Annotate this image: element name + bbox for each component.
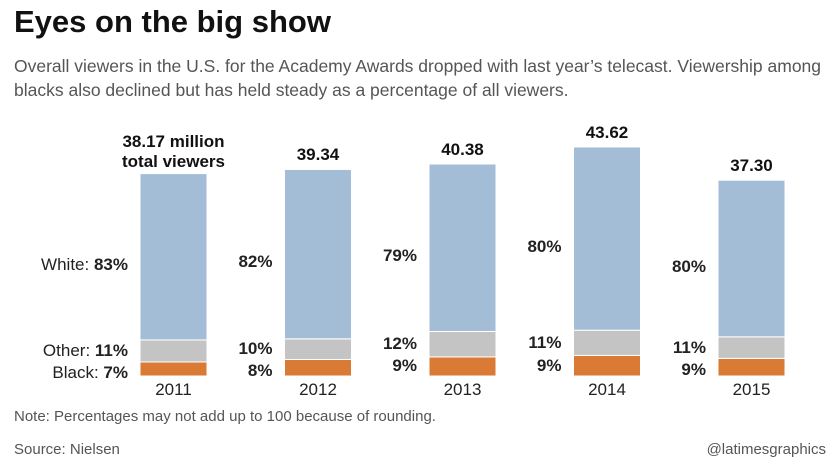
bar-segment <box>139 339 208 363</box>
value-label: 12% <box>382 334 417 354</box>
bar-segment <box>139 173 208 341</box>
segment-label: 9% <box>392 356 417 376</box>
value-label: 9% <box>681 359 706 379</box>
segment-label: 9% <box>681 360 706 380</box>
source: Source: Nielsen <box>14 441 120 458</box>
bar-segment <box>573 329 641 356</box>
x-tick-label: 2015 <box>732 380 771 399</box>
value-label: 80% <box>671 256 706 276</box>
note: Note: Percentages may not add up to 100 … <box>14 408 436 425</box>
total-label: 37.30 <box>730 156 773 176</box>
value-label: 8% <box>247 361 273 381</box>
total-label: 43.62 <box>585 123 629 142</box>
segment-label: 8% <box>248 361 273 381</box>
segment-label: 82% <box>238 252 272 272</box>
legend-label: White: <box>41 254 90 274</box>
value-label: 79% <box>382 245 417 265</box>
legend-label: Black: <box>52 362 99 382</box>
chart-subtitle: Overall viewers in the U.S. for the Acad… <box>14 56 822 100</box>
bar-segment <box>573 354 641 377</box>
value-label: 11% <box>528 332 562 352</box>
bar-segment <box>284 358 352 377</box>
value-label: 11% <box>94 340 128 360</box>
bar-segment <box>717 179 786 338</box>
value-label: 11% <box>672 337 706 357</box>
bar-segment <box>428 163 497 332</box>
total-label: 40.38 <box>441 140 484 159</box>
segment-label: 10% <box>238 339 272 359</box>
segment-label: 80% <box>672 257 706 277</box>
bar-segment <box>284 168 352 340</box>
value-label: 82% <box>238 252 273 272</box>
bar-segment <box>573 146 641 331</box>
value-label: 7% <box>103 362 128 382</box>
segment-label: 12% <box>383 334 417 354</box>
segment-label: 11% <box>673 338 706 358</box>
total-label: 38.17 million total viewers <box>122 131 225 171</box>
x-tick-label: 2011 <box>155 380 192 399</box>
segment-label: Black: 7% <box>52 363 128 383</box>
chart-title: Eyes on the big show <box>14 4 331 39</box>
bar-segment <box>428 356 497 377</box>
bar-segment <box>428 330 497 358</box>
x-tick-label: 2013 <box>443 380 482 399</box>
bar-segment <box>284 338 352 360</box>
segment-label: Other: 11% <box>43 341 128 361</box>
x-tick-label: 2014 <box>588 380 626 399</box>
value-label: 9% <box>392 356 417 376</box>
x-tick-label: 2012 <box>299 380 337 399</box>
segment-label: 9% <box>537 356 562 376</box>
value-label: 10% <box>238 339 273 359</box>
total-label: 39.34 <box>296 145 340 165</box>
value-label: 9% <box>536 355 562 375</box>
segment-label: 11% <box>528 333 561 353</box>
credit: @latimesgraphics <box>706 441 826 458</box>
value-label: 80% <box>527 236 562 256</box>
segment-label: White: 83% <box>41 255 128 275</box>
bar-segment <box>139 361 208 377</box>
value-label: 83% <box>93 254 128 274</box>
segment-label: 80% <box>527 237 561 257</box>
legend-label: Other: <box>42 340 91 360</box>
bar-segment <box>717 357 786 377</box>
segment-label: 79% <box>383 246 417 266</box>
bar-segment <box>717 336 786 359</box>
